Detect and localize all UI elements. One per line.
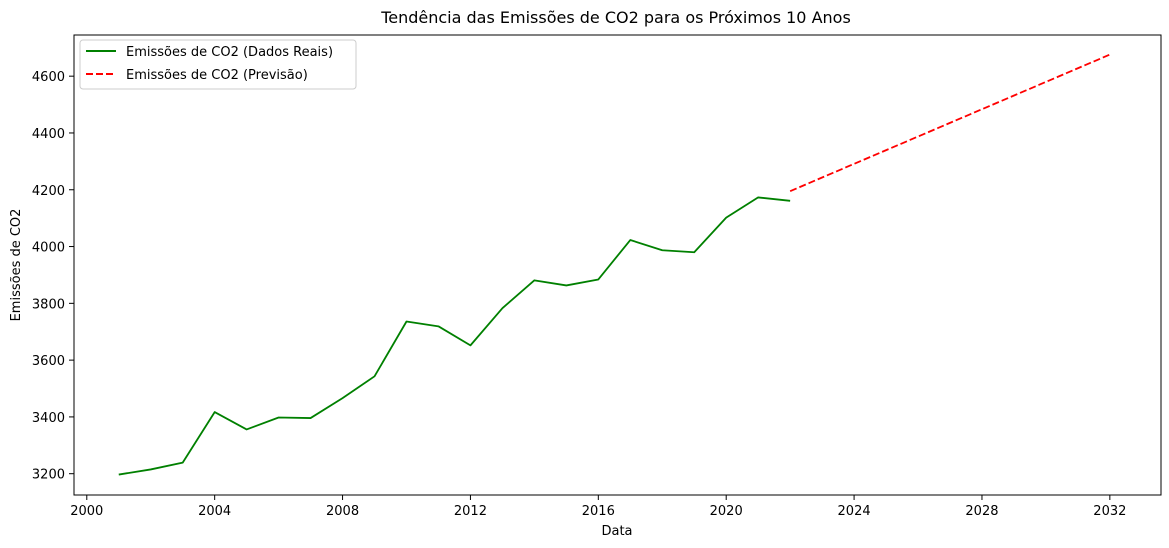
- x-tick-label-2032: 2032: [1093, 504, 1126, 519]
- series-line-forecast: [789, 53, 1111, 192]
- legend-label-real: Emissões de CO2 (Dados Reais): [126, 45, 333, 60]
- x-tick-label-2028: 2028: [965, 504, 998, 519]
- x-tick-label-2016: 2016: [582, 504, 615, 519]
- y-tick-label-3400: 3400: [32, 411, 65, 426]
- legend: Emissões de CO2 (Dados Reais) Emissões d…: [79, 39, 357, 90]
- y-axis-title: Emissões de CO2: [9, 209, 24, 322]
- plot-lines: [118, 53, 1111, 476]
- x-tick-label-2024: 2024: [838, 504, 871, 519]
- chart-title: Tendência das Emissões de CO2 para os Pr…: [380, 8, 851, 27]
- y-tick-label-4200: 4200: [32, 184, 65, 199]
- x-tick-label-2012: 2012: [454, 504, 487, 519]
- x-tick-label-2000: 2000: [70, 504, 103, 519]
- y-tick-label-4600: 4600: [32, 70, 65, 85]
- x-axis: 2000 2004 2008 2012 2016 2020 2024 2028 2032: [70, 495, 1126, 519]
- x-axis-title: Data: [601, 524, 632, 539]
- x-tick-label-2020: 2020: [710, 504, 743, 519]
- plot-frame: [73, 34, 1162, 496]
- x-tick-label-2004: 2004: [198, 504, 231, 519]
- series-line-real: [118, 196, 791, 476]
- y-tick-label-3800: 3800: [32, 297, 65, 312]
- y-tick-label-4000: 4000: [32, 241, 65, 256]
- legend-box: [79, 39, 357, 90]
- y-axis: 3200 3400 3600 3800 4000 4200 4400 4600: [32, 70, 74, 483]
- y-tick-label-3600: 3600: [32, 354, 65, 369]
- y-tick-label-3200: 3200: [32, 468, 65, 483]
- legend-label-forecast: Emissões de CO2 (Previsão): [126, 68, 308, 83]
- x-tick-label-2008: 2008: [326, 504, 359, 519]
- y-tick-label-4400: 4400: [32, 127, 65, 142]
